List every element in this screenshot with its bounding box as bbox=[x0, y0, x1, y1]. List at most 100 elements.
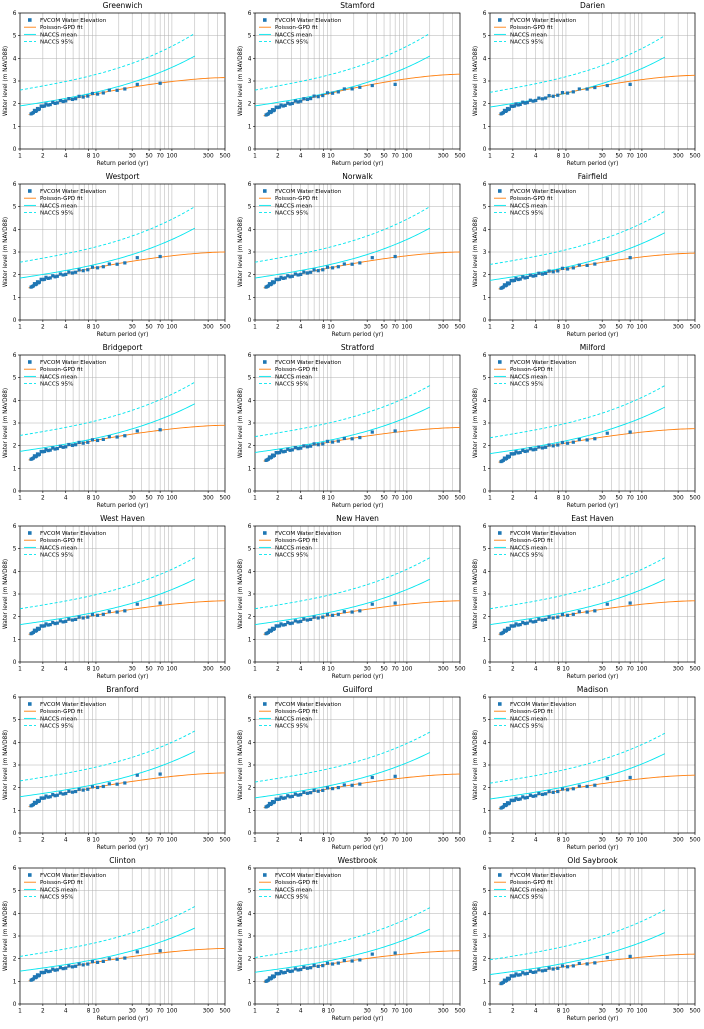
fvcom-point bbox=[336, 439, 340, 443]
y-tick-label: 3 bbox=[483, 763, 487, 769]
y-tick-label: 0 bbox=[13, 831, 17, 837]
fvcom-point bbox=[279, 103, 283, 107]
fvcom-point bbox=[286, 620, 290, 625]
fvcom-point bbox=[531, 620, 535, 624]
fvcom-point bbox=[266, 978, 270, 982]
x-tick-label: 70 bbox=[156, 154, 164, 160]
y-tick-label: 1 bbox=[483, 295, 487, 301]
y-tick-label: 3 bbox=[483, 421, 487, 427]
fvcom-point bbox=[51, 274, 55, 278]
x-tick-label: 70 bbox=[156, 667, 164, 673]
x-tick-label: 500 bbox=[689, 325, 700, 331]
fvcom-point bbox=[123, 956, 127, 960]
fvcom-point bbox=[299, 446, 303, 450]
y-tick-label: 5 bbox=[13, 718, 17, 724]
chart-panel-west-haven: West Haven 0 1 2 3 4 5 6 1 2 4 8 10 30 50 70 100 300 500 Re… bbox=[0, 513, 234, 684]
x-tick-label: 300 bbox=[673, 1009, 684, 1015]
x-tick-label: 1 bbox=[18, 667, 22, 673]
fvcom-point bbox=[358, 435, 362, 440]
fvcom-point bbox=[277, 971, 282, 976]
naccs-95-line bbox=[255, 385, 430, 438]
y-tick-label: 4 bbox=[13, 569, 17, 575]
y-tick-label: 4 bbox=[248, 911, 252, 917]
fvcom-point bbox=[77, 787, 81, 791]
fvcom-point bbox=[544, 445, 548, 449]
y-tick-label: 2 bbox=[248, 444, 252, 450]
fvcom-point bbox=[279, 970, 283, 974]
chart-panel-darien: Darien 0 1 2 3 4 5 6 1 2 4 8 10 30 50 70 100 300 500 Return… bbox=[470, 0, 704, 171]
x-tick-label: 100 bbox=[166, 496, 177, 502]
x-tick-label: 1 bbox=[488, 1009, 492, 1015]
x-tick-label: 4 bbox=[534, 838, 538, 844]
x-tick-label: 10 bbox=[92, 154, 100, 160]
fvcom-point bbox=[46, 623, 50, 627]
fvcom-point bbox=[158, 428, 162, 432]
x-tick-label: 2 bbox=[276, 667, 280, 673]
fvcom-point bbox=[528, 793, 532, 797]
fvcom-point bbox=[312, 788, 316, 793]
x-tick-label: 4 bbox=[64, 838, 68, 844]
fvcom-point bbox=[299, 272, 303, 276]
y-tick-label: 6 bbox=[248, 182, 252, 188]
y-tick-label: 0 bbox=[248, 831, 252, 837]
legend-label: Poisson-GPD fit bbox=[40, 196, 83, 202]
chart-title: Guilford bbox=[343, 685, 373, 694]
y-tick-label: 1 bbox=[13, 637, 17, 643]
fvcom-point bbox=[571, 787, 575, 791]
x-tick-label: 50 bbox=[615, 838, 623, 844]
fvcom-point bbox=[511, 798, 515, 803]
fvcom-point bbox=[61, 273, 65, 277]
poisson-gpd-line bbox=[498, 774, 695, 810]
y-tick-label: 0 bbox=[248, 1002, 252, 1008]
x-tick-label: 70 bbox=[391, 838, 399, 844]
y-tick-label: 6 bbox=[248, 695, 252, 701]
plot-area bbox=[20, 557, 225, 636]
fvcom-point bbox=[585, 263, 589, 267]
fvcom-point bbox=[516, 277, 520, 282]
fvcom-point bbox=[281, 796, 285, 800]
legend-label: NACCS 95% bbox=[275, 382, 309, 388]
fvcom-point bbox=[41, 796, 45, 800]
fvcom-point bbox=[299, 793, 303, 797]
x-tick-label: 30 bbox=[598, 154, 606, 160]
chart-title: Darien bbox=[580, 1, 605, 10]
x-tick-label: 1 bbox=[18, 154, 22, 160]
fvcom-point bbox=[293, 967, 297, 971]
x-tick-label: 500 bbox=[689, 496, 700, 502]
x-tick-label: 300 bbox=[203, 838, 214, 844]
x-axis-label: Return period (yr) bbox=[97, 674, 149, 680]
x-tick-label: 30 bbox=[363, 154, 371, 160]
x-tick-label: 8 bbox=[87, 496, 91, 502]
chart-panel-stamford: Stamford 0 1 2 3 4 5 6 1 2 4 8 10 30 50 70 100 300 500 Retu… bbox=[235, 0, 469, 171]
x-tick-label: 70 bbox=[156, 325, 164, 331]
fvcom-point bbox=[511, 624, 515, 628]
naccs-95-line bbox=[255, 33, 431, 91]
fvcom-point bbox=[534, 970, 538, 974]
x-axis-label: Return period (yr) bbox=[332, 674, 384, 680]
y-tick-label: 6 bbox=[248, 866, 252, 872]
fvcom-point bbox=[31, 977, 35, 981]
legend-marker-fvcom bbox=[28, 189, 32, 193]
plot-area bbox=[20, 33, 225, 116]
x-tick-label: 300 bbox=[438, 667, 449, 673]
y-tick-label: 3 bbox=[248, 79, 252, 85]
fvcom-point bbox=[577, 263, 581, 267]
x-tick-label: 1 bbox=[18, 838, 22, 844]
fvcom-point bbox=[74, 789, 78, 794]
fvcom-point bbox=[565, 788, 570, 792]
x-axis-label: Return period (yr) bbox=[567, 332, 619, 338]
fvcom-point bbox=[628, 82, 632, 86]
fvcom-point bbox=[511, 279, 515, 283]
fvcom-point bbox=[577, 610, 581, 614]
legend-label: Poisson-GPD fit bbox=[40, 538, 83, 544]
x-tick-label: 50 bbox=[145, 154, 153, 160]
y-tick-label: 2 bbox=[483, 444, 487, 450]
fvcom-point bbox=[107, 782, 111, 786]
chart-panel-guilford: Guilford 0 1 2 3 4 5 6 1 2 4 8 10 30 50 70 100 300 500 Retu… bbox=[235, 684, 469, 855]
fvcom-point bbox=[55, 621, 59, 625]
fvcom-point bbox=[41, 450, 45, 454]
